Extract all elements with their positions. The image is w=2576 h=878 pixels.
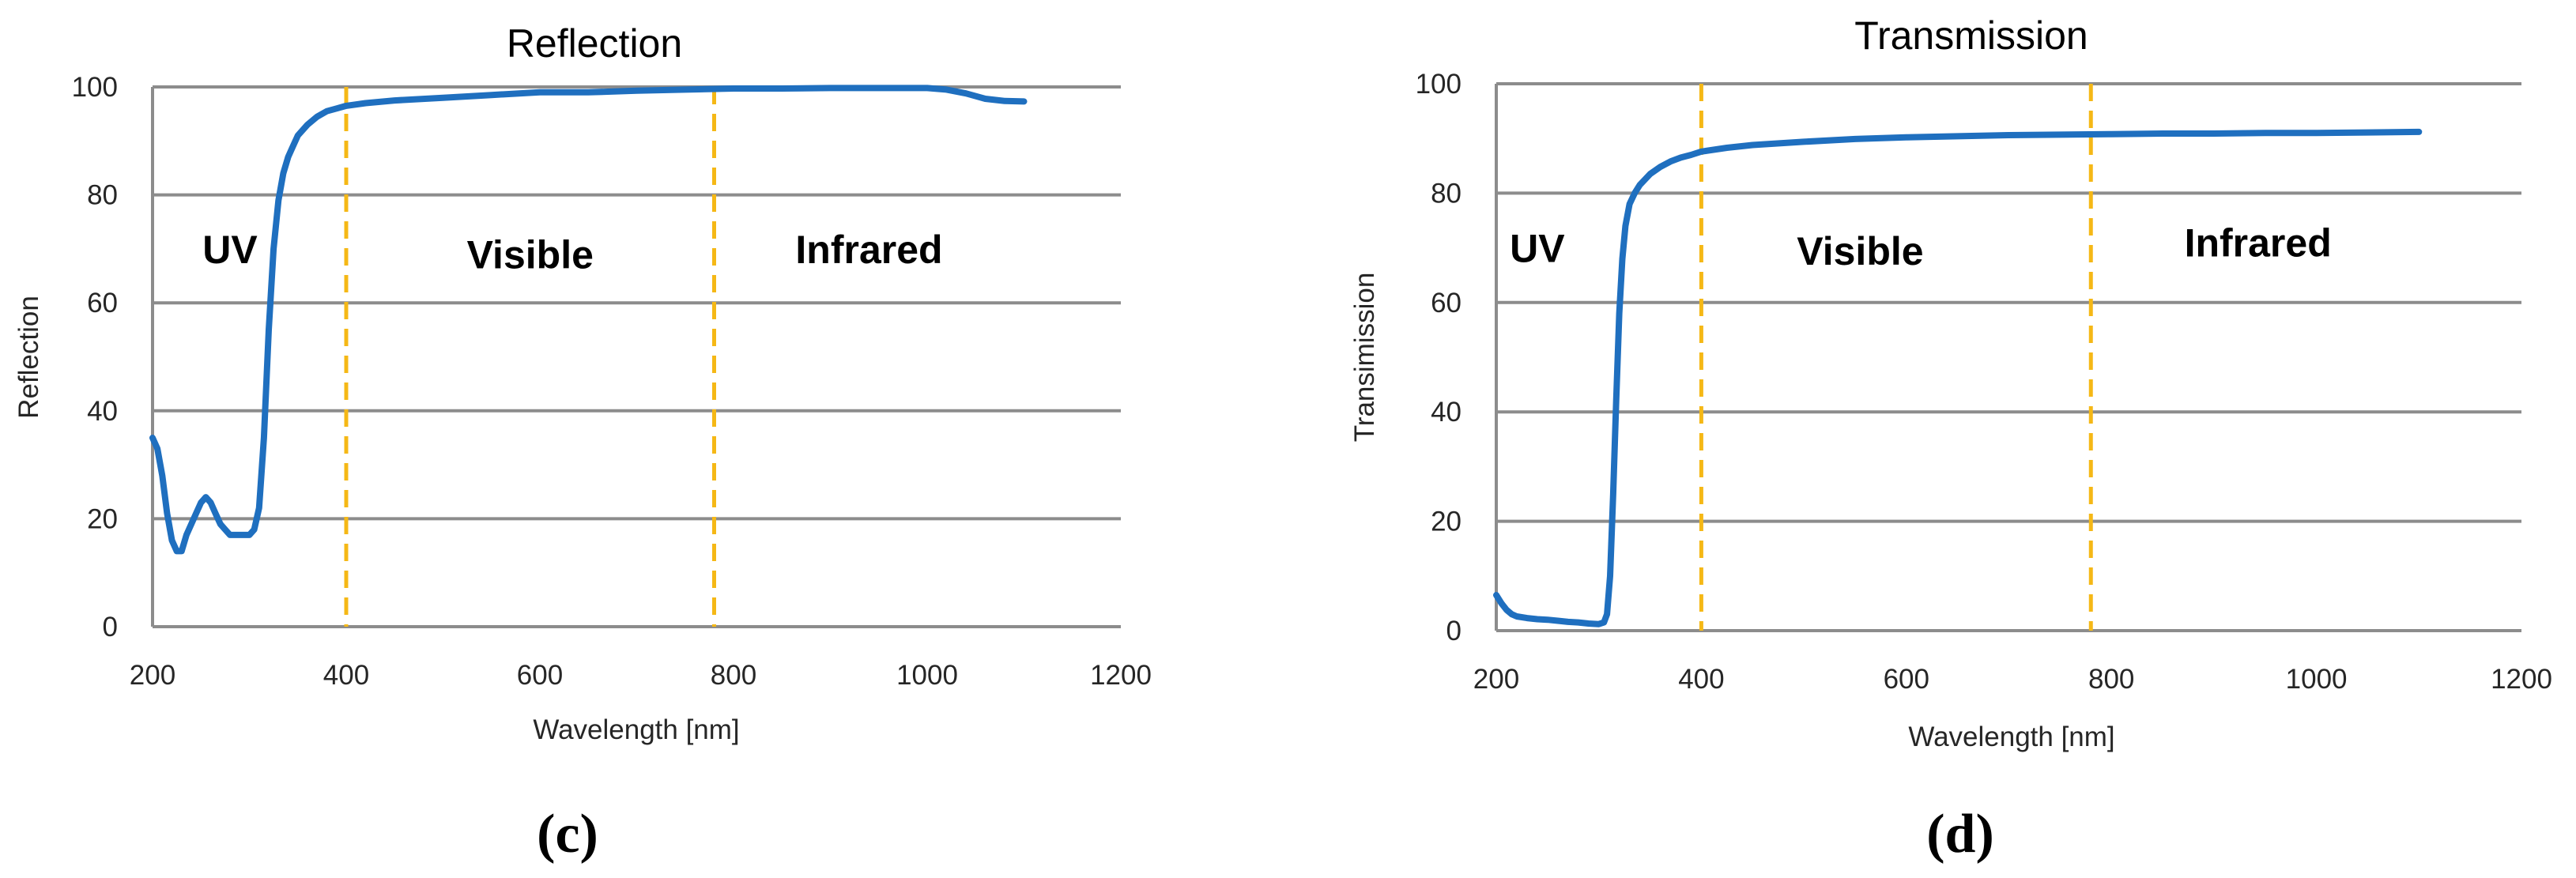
reflection-y-tick-label: 60 [87,288,118,318]
reflection-x-tick-label: 1000 [896,660,958,691]
reflection-x-tick-label: 1200 [1090,660,1152,691]
transmission-y-tick-label: 100 [1416,69,1461,100]
reflection-region-label-visible: Visible [467,233,594,277]
reflection-y-axis-label: Reflection [13,296,44,419]
reflection-chart-title: Reflection [507,21,682,66]
reflection-x-tick-label: 200 [130,660,175,691]
reflection-y-tick-label: 0 [103,612,118,642]
transmission-x-tick-label: 400 [1678,664,1724,695]
transmission-x-tick-label: 600 [1884,664,1929,695]
reflection-x-axis-label: Wavelength [nm] [533,714,739,745]
reflection-x-tick-label: 800 [711,660,756,691]
transmission-region-label-infrared: Infrared [2185,221,2332,266]
transmission-chart-title: Transmission [1854,13,2088,58]
transmission-region-label-visible: Visible [1797,229,1923,273]
reflection-x-tick-label: 400 [323,660,369,691]
transmission-chart: 0 20 40 60 80 100 200 400 600 800 1000 1200 UV Visibl… [1349,13,2552,752]
panel-label-c: (c) [537,804,598,865]
reflection-y-tick-label: 40 [87,396,118,427]
transmission-x-tick-label: 1000 [2286,664,2348,695]
transmission-y-tick-label: 60 [1431,288,1461,318]
reflection-x-tick-label: 600 [517,660,563,691]
transmission-series-line [1493,128,2423,627]
transmission-y-tick-label: 40 [1431,397,1461,428]
transmission-region-label-uv: UV [1510,227,1565,271]
transmission-x-axis-label: Wavelength [nm] [1908,722,2114,752]
reflection-y-tick-label: 100 [72,72,118,103]
transmission-y-axis-label: Transimission [1349,273,1380,443]
panel-label-d: (d) [1926,804,1994,865]
transmission-x-tick-label: 1200 [2491,664,2552,695]
transmission-x-tick-label: 800 [2088,664,2134,695]
reflection-region-label-uv: UV [202,228,258,272]
reflection-region-label-infrared: Infrared [795,228,942,272]
reflection-chart: 0 20 40 60 80 100 200 400 600 800 1000 1200 UV Visibl… [13,21,1152,745]
transmission-y-tick-label: 20 [1431,507,1461,537]
transmission-x-tick-label: 200 [1473,664,1519,695]
transmission-y-tick-label: 80 [1431,178,1461,209]
reflection-y-tick-label: 80 [87,180,118,211]
transmission-y-tick-label: 0 [1446,616,1461,646]
reflection-y-tick-label: 20 [87,503,118,534]
reflection-series-line [149,85,1028,555]
